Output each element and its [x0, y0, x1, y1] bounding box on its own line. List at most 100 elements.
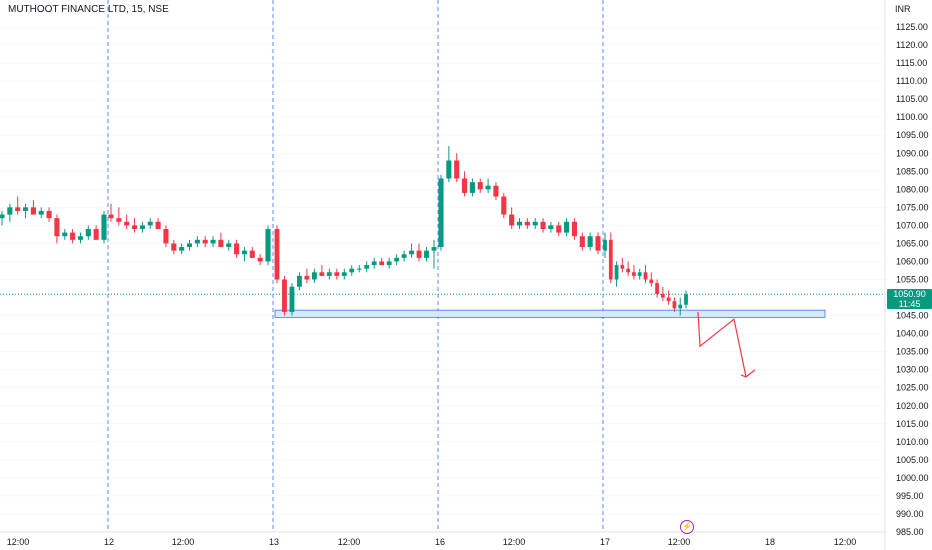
support-zone-rect[interactable] [274, 309, 826, 318]
last-price-value: 1050.90 [893, 289, 926, 299]
candle-down [155, 218, 161, 229]
candle-up [7, 203, 13, 222]
y-tick-label: 1000.00 [896, 473, 929, 483]
candle-down [524, 218, 530, 229]
x-tick-label: 12:00 [834, 537, 857, 547]
y-tick-label: 1100.00 [896, 112, 928, 122]
candles [0, 146, 688, 316]
y-tick-label: 1115.00 [896, 58, 927, 68]
projection-arrow[interactable] [697, 311, 756, 378]
candle-up [424, 247, 429, 262]
lightning-icon[interactable]: ⚡ [680, 520, 694, 534]
last-price-badge: 1050.90 11:45 [887, 289, 932, 309]
currency-label: INR [895, 4, 911, 14]
y-tick-label: 1085.00 [896, 166, 929, 176]
candle-up [186, 239, 193, 251]
candle-down [579, 232, 585, 251]
candle-up [516, 218, 523, 229]
candle-down [643, 265, 648, 284]
candle-up [438, 174, 444, 251]
candle-up [85, 225, 91, 240]
candle-down [163, 225, 169, 248]
candle-up [38, 207, 44, 219]
candle-down [672, 297, 677, 312]
candle-down [70, 229, 76, 244]
y-tick-label: 1025.00 [896, 383, 929, 393]
x-tick-label: 12:00 [338, 537, 361, 547]
candle-down [461, 171, 468, 197]
candle-up [241, 247, 248, 262]
candle-down [626, 261, 631, 276]
y-tick-label: 1020.00 [896, 401, 929, 411]
y-tick-label: 995.00 [896, 491, 924, 501]
projection-path[interactable] [697, 311, 747, 378]
candle-up [194, 236, 200, 248]
candle-up [532, 218, 538, 229]
y-tick-label: 1120.00 [896, 40, 928, 50]
candle-down [454, 153, 460, 183]
candle-down [171, 239, 177, 255]
y-tick-label: 1110.00 [896, 76, 927, 86]
candle-down [54, 214, 60, 244]
candle-up [349, 265, 355, 276]
candle-up [139, 221, 145, 233]
y-tick-label: 1065.00 [896, 238, 929, 248]
candle-down [116, 207, 122, 226]
x-tick-label: 17 [600, 537, 610, 547]
candle-down [30, 200, 36, 215]
y-tick-label: 1060.00 [896, 256, 929, 266]
candle-up [226, 239, 232, 251]
candle-down [608, 232, 613, 284]
candle-up [485, 178, 491, 193]
candle-down [477, 178, 483, 193]
candle-down [234, 239, 240, 258]
candle-down [282, 275, 287, 316]
y-tick-label: 1010.00 [896, 437, 929, 447]
chart-title: MUTHOOT FINANCE LTD, 15, NSE [8, 4, 169, 15]
y-tick-label: 985.00 [896, 527, 924, 537]
candle-up [147, 218, 153, 229]
x-tick-label: 13 [269, 537, 279, 547]
y-tick-label: 1030.00 [896, 365, 929, 375]
y-tick-label: 1105.00 [896, 94, 928, 104]
y-tick-label: 1015.00 [896, 419, 929, 429]
projection-arrowhead [740, 369, 756, 378]
candle-up [101, 210, 107, 244]
price-axis[interactable]: 1125.00 1120.00 1115.00 1110.00 1105.00 1100.… [884, 0, 929, 550]
candle-up [311, 268, 317, 284]
candle-up [614, 261, 619, 287]
candle-up [409, 243, 415, 258]
candle-down [595, 232, 601, 255]
candle-up [296, 272, 302, 291]
y-tick-label: 1055.00 [896, 275, 929, 285]
candle-down [655, 279, 659, 298]
y-tick-label: 1040.00 [896, 329, 929, 339]
x-tick-label: 12:00 [668, 537, 691, 547]
candle-up [603, 232, 607, 258]
candle-down [249, 247, 255, 258]
support-zone[interactable] [274, 309, 826, 318]
candle-down [319, 265, 325, 276]
candle-up [0, 210, 5, 226]
candle-up [386, 257, 392, 269]
candle-up [446, 146, 452, 183]
candle-down [334, 268, 340, 280]
candle-down [556, 221, 562, 237]
candle-up [394, 254, 400, 266]
x-tick-label: 12:00 [7, 537, 30, 547]
candle-down [124, 214, 130, 229]
y-tick-label: 1035.00 [896, 347, 929, 357]
candle-down [501, 192, 507, 219]
time-axis[interactable]: 12:00 12 12:00 13 12:00 16 12:00 17 12:00 18 12:00 [0, 531, 885, 547]
candle-down [571, 218, 578, 240]
candle-down [540, 218, 546, 233]
y-tick-label: 1125.00 [896, 22, 928, 32]
y-tick-label: 1095.00 [896, 130, 929, 140]
candle-down [649, 272, 654, 287]
candle-down [274, 225, 280, 284]
candle-up [587, 232, 593, 251]
candle-up [179, 243, 185, 255]
y-tick-label: 1090.00 [896, 148, 929, 158]
candle-up [77, 232, 84, 244]
